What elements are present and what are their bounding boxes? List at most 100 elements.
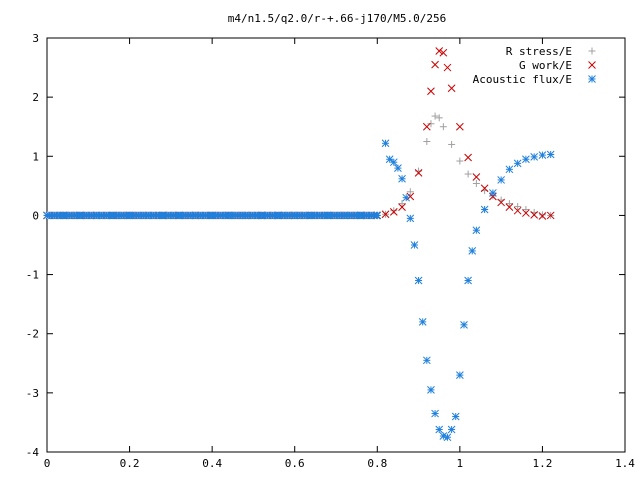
data-marks: [43, 47, 555, 442]
data-point: [414, 276, 423, 285]
data-point: [451, 412, 460, 421]
data-point: [398, 203, 406, 212]
data-point: [414, 168, 423, 177]
data-point: [422, 356, 431, 365]
x-tick-label: 0.4: [202, 457, 222, 470]
data-point: [497, 176, 505, 184]
data-point: [389, 158, 398, 167]
data-point: [472, 179, 480, 187]
data-point: [431, 112, 439, 120]
data-point: [538, 151, 547, 159]
data-point: [439, 48, 448, 57]
y-tick-label: 0: [32, 209, 39, 222]
y-tick-label: -3: [26, 387, 39, 400]
data-point: [394, 164, 402, 172]
data-point: [505, 203, 514, 212]
data-point: [505, 165, 514, 174]
x-tick-labels: 0 0.2 0.4 0.6 0.8 1 1.2 1.4: [44, 457, 636, 470]
data-point: [435, 425, 444, 434]
data-point: [427, 120, 435, 128]
data-point: [456, 371, 464, 379]
legend-marker: [588, 75, 596, 83]
x-tick-label: 1: [457, 457, 464, 470]
data-point: [513, 159, 522, 168]
data-point: [427, 386, 435, 394]
y-tick-label: -2: [26, 328, 39, 341]
data-point: [406, 188, 414, 196]
data-point: [480, 205, 489, 214]
y-tick-label: 1: [32, 150, 39, 163]
data-point: [402, 193, 411, 202]
data-point: [423, 138, 431, 145]
data-point: [472, 173, 481, 181]
legend-label: G work/E: [519, 59, 572, 72]
legend-marker: [588, 47, 596, 55]
y-tick-label: -1: [26, 269, 39, 282]
data-point: [435, 114, 443, 122]
data-point: [460, 320, 468, 329]
data-point: [381, 210, 390, 219]
data-point: [514, 203, 522, 211]
data-point: [513, 206, 522, 215]
data-point: [443, 433, 452, 442]
data-point: [381, 139, 390, 148]
series-2: [43, 139, 555, 442]
data-point: [480, 184, 489, 193]
data-point: [448, 140, 456, 148]
axes-ticks: [46, 37, 626, 453]
data-point: [489, 192, 497, 201]
data-point: [439, 123, 447, 131]
plot-frame: [46, 37, 626, 453]
data-point: [530, 210, 539, 219]
data-point: [398, 200, 406, 208]
data-point: [546, 211, 555, 220]
data-point: [464, 276, 472, 285]
data-point: [389, 208, 398, 216]
data-point: [522, 209, 530, 217]
data-point: [385, 155, 394, 164]
data-point: [447, 84, 456, 93]
x-tick-label: 0.2: [120, 457, 140, 470]
data-point: [530, 153, 539, 161]
data-point: [427, 87, 435, 96]
y-tick-label: -4: [26, 446, 40, 459]
legend-marker: [588, 61, 596, 69]
x-tick-label: 0.6: [285, 457, 305, 470]
data-point: [464, 153, 472, 162]
data-point: [443, 63, 452, 72]
data-point: [489, 189, 497, 197]
data-point: [546, 150, 555, 159]
legend-label: R stress/E: [506, 45, 572, 58]
data-point: [435, 47, 444, 55]
data-point: [538, 211, 546, 219]
data-point: [522, 206, 530, 214]
data-point: [472, 226, 481, 235]
data-point: [464, 170, 472, 178]
data-point: [410, 241, 419, 249]
y-tick-labels: 3 2 1 0 -1 -2 -3 -4: [26, 32, 40, 459]
x-tick-label: 1.4: [615, 457, 635, 470]
data-point: [431, 409, 439, 418]
y-tick-label: 3: [32, 32, 39, 45]
data-point: [406, 214, 415, 223]
legend-label: Acoustic flux/E: [473, 73, 572, 86]
data-point: [522, 155, 530, 164]
data-point: [497, 198, 505, 207]
data-point: [456, 122, 464, 131]
y-tick-label: 2: [32, 91, 39, 104]
x-tick-label: 0: [44, 457, 51, 470]
x-tick-label: 1.2: [532, 457, 552, 470]
data-point: [447, 425, 456, 434]
chart-title: m4/n1.5/q2.0/r-+.66-j170/M5.0/256: [228, 12, 447, 25]
data-point: [390, 207, 398, 215]
data-point: [372, 211, 381, 220]
data-point: [431, 60, 439, 69]
data-point: [418, 318, 427, 326]
data-point: [468, 247, 477, 255]
data-point: [456, 157, 464, 165]
data-point: [398, 174, 406, 183]
x-tick-label: 0.8: [367, 457, 387, 470]
data-point: [538, 212, 547, 220]
